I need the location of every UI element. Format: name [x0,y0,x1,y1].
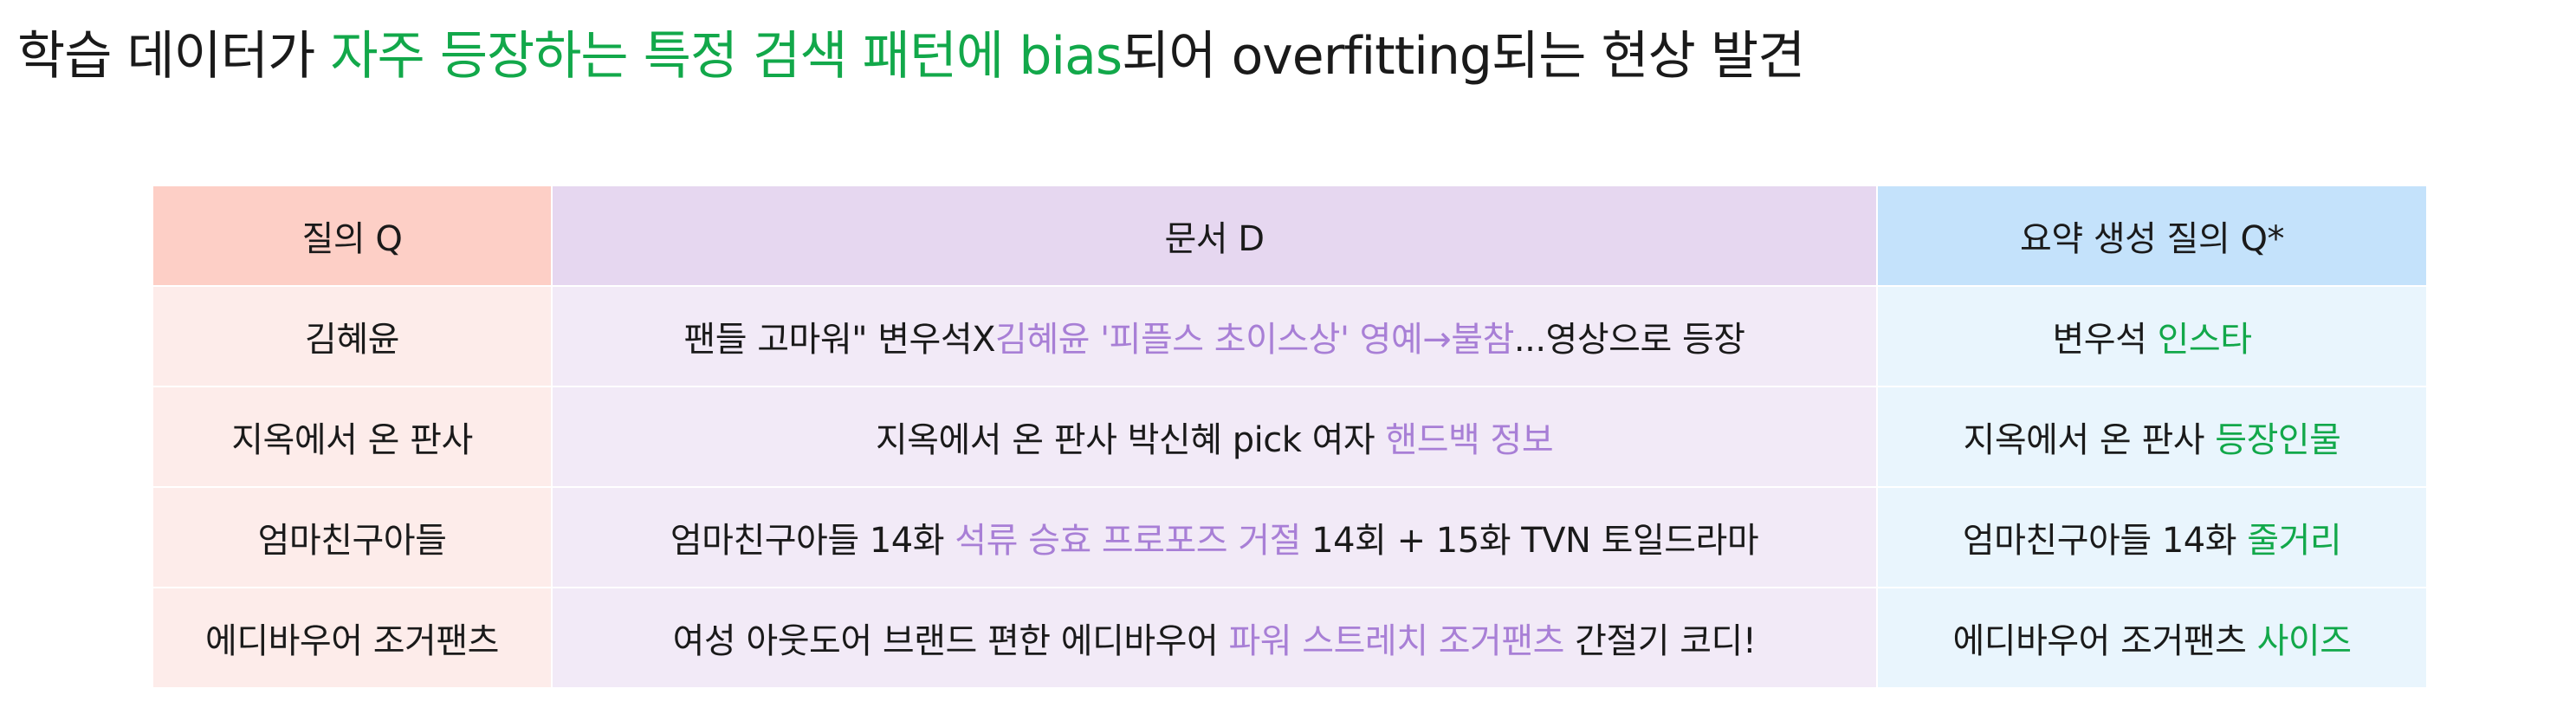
query-document-table: 질의 Q 문서 D 요약 생성 질의 Q* 김혜윤 팬들 고마워" 변우석X김혜… [153,186,2426,689]
document-cell: 팬들 고마워" 변우석X김혜윤 '피플스 초이스상' 영예→불참...영상으로 … [551,286,1878,387]
document-cell: 지옥에서 온 판사 박신혜 pick 여자 핸드백 정보 [551,386,1878,488]
header-summary-query: 요약 생성 질의 Q* [1877,186,2426,287]
summary-query-cell: 변우석 인스타 [1877,286,2426,387]
header-document: 문서 D [551,186,1878,287]
query-cell: 김혜윤 [153,286,552,387]
summary-highlight: 인스타 [2157,320,2252,360]
headline-highlight: 자주 등장하는 특정 검색 패턴에 bias [330,26,1123,87]
doc-highlight: 핸드백 정보 [1385,420,1554,460]
document-cell: 엄마친구아들 14화 석류 승효 프로포즈 거절 14회 + 15화 TVN 토… [551,487,1878,588]
summary-query-cell: 엄마친구아들 14화 줄거리 [1877,487,2426,588]
header-query: 질의 Q [153,186,552,287]
doc-text: 지옥에서 온 판사 박신혜 pick 여자 [875,420,1386,460]
summary-query-cell: 에디바우어 조거팬츠 사이즈 [1877,588,2426,689]
summary-text: 변우석 [2052,320,2158,360]
query-cell: 에디바우어 조거팬츠 [153,588,552,689]
summary-text: 엄마친구아들 14화 [1962,521,2248,561]
table-row: 김혜윤 팬들 고마워" 변우석X김혜윤 '피플스 초이스상' 영예→불참...영… [153,286,2426,387]
doc-highlight: 김혜윤 '피플스 초이스상' 영예→불참 [995,320,1514,360]
headline-part1: 학습 데이터가 [17,26,331,87]
summary-highlight: 등장인물 [2215,420,2341,460]
doc-text: 여성 아웃도어 브랜드 편한 에디바우어 [672,621,1229,661]
doc-text-after: ...영상으로 등장 [1513,320,1745,360]
doc-text: 팬들 고마워" 변우석X [683,320,996,360]
table-row: 엄마친구아들 엄마친구아들 14화 석류 승효 프로포즈 거절 14회 + 15… [153,487,2426,588]
doc-text-after: 14회 + 15화 TVN 토일드라마 [1300,521,1759,561]
table-row: 지옥에서 온 판사 지옥에서 온 판사 박신혜 pick 여자 핸드백 정보 지… [153,386,2426,488]
doc-highlight: 파워 스트레치 조거팬츠 [1228,621,1564,661]
slide-headline: 학습 데이터가 자주 등장하는 특정 검색 패턴에 bias되어 overfit… [17,19,1805,94]
query-cell: 엄마친구아들 [153,487,552,588]
table-header-row: 질의 Q 문서 D 요약 생성 질의 Q* [153,186,2426,287]
headline-part2: 되어 overfitting되는 현상 발견 [1122,26,1805,87]
doc-text: 엄마친구아들 14화 [670,521,955,561]
table-row: 에디바우어 조거팬츠 여성 아웃도어 브랜드 편한 에디바우어 파워 스트레치 … [153,588,2426,689]
summary-query-cell: 지옥에서 온 판사 등장인물 [1877,386,2426,488]
summary-highlight: 사이즈 [2256,621,2352,661]
doc-text-after: 간절기 코디! [1563,621,1757,661]
doc-highlight: 석류 승효 프로포즈 거절 [955,521,1301,561]
document-cell: 여성 아웃도어 브랜드 편한 에디바우어 파워 스트레치 조거팬츠 간절기 코디… [551,588,1878,689]
summary-text: 지옥에서 온 판사 [1963,420,2216,460]
summary-highlight: 줄거리 [2247,521,2342,561]
summary-text: 에디바우어 조거팬츠 [1952,621,2257,661]
query-cell: 지옥에서 온 판사 [153,386,552,488]
